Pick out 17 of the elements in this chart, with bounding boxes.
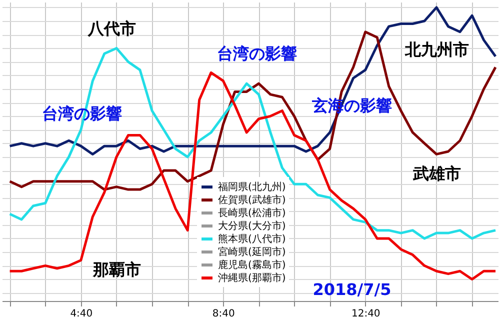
legend-label: 沖縄県(那覇市): [218, 272, 286, 284]
legend-label: 佐賀県(武雄市): [218, 194, 286, 206]
legend-label: 熊本県(八代市): [218, 233, 286, 245]
annotation: 台湾の影響: [217, 44, 297, 63]
legend-label: 長崎県(松浦市): [218, 207, 286, 219]
x-tick-label: 8:40: [212, 308, 235, 320]
annotation: 八代市: [87, 19, 136, 38]
legend-label: 宮崎県(延岡市): [218, 246, 286, 258]
annotation: 那覇市: [92, 260, 141, 279]
text: 2018/7/5: [312, 280, 392, 299]
annotation: 武雄市: [412, 164, 461, 183]
legend-label: 福岡県(北九州): [218, 181, 286, 193]
x-tick-label: 12:40: [351, 308, 380, 320]
annotation: 北九州市: [404, 40, 469, 59]
x-tick-label: 4:40: [70, 308, 93, 320]
legend-label: 大分県(大分市): [218, 220, 286, 232]
legend-label: 鹿児島(霧島市): [218, 259, 286, 271]
